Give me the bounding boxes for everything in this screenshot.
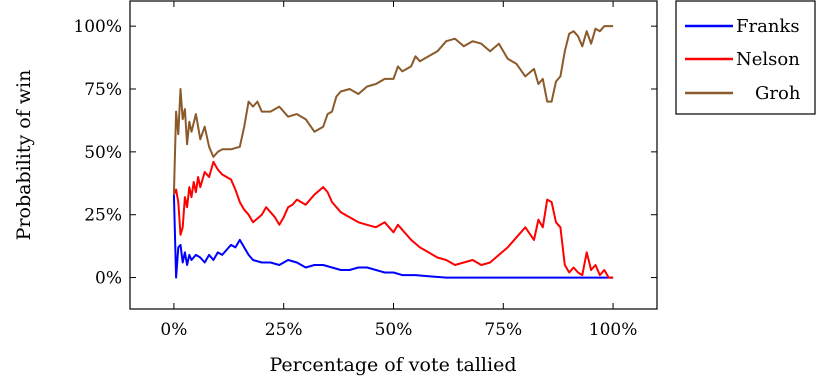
- legend-label-franks: Franks: [736, 16, 800, 37]
- y-axis-label: Probability of win: [13, 70, 35, 241]
- x-axis-label: Percentage of vote tallied: [270, 354, 517, 376]
- y-tick-label: 25%: [84, 206, 122, 226]
- y-tick-label: 75%: [84, 80, 122, 100]
- x-tick-label: 25%: [265, 320, 303, 340]
- y-tick-label: 50%: [84, 143, 122, 163]
- x-tick-label: 0%: [160, 320, 187, 340]
- y-tick-label: 100%: [73, 17, 122, 37]
- plot-frame: [129, 0, 658, 310]
- legend-frame: [675, 0, 816, 115]
- axis-ticks: 0% 25% 50% 75% 100% 0% 25% 50% 75% 100%: [73, 1, 657, 340]
- x-tick-label: 100%: [589, 320, 638, 340]
- series-line-nelson: [172, 160, 614, 279]
- plot-lines: [172, 25, 614, 279]
- series-line-franks: [172, 194, 614, 279]
- x-tick-label: 75%: [484, 320, 522, 340]
- series-line-groh: [172, 25, 614, 195]
- legend-label-groh: Groh: [755, 83, 801, 104]
- y-tick-label: 0%: [95, 269, 122, 289]
- x-tick-label: 50%: [375, 320, 413, 340]
- legend-label-nelson: Nelson: [736, 49, 800, 70]
- legend: Franks Nelson Groh: [675, 0, 816, 115]
